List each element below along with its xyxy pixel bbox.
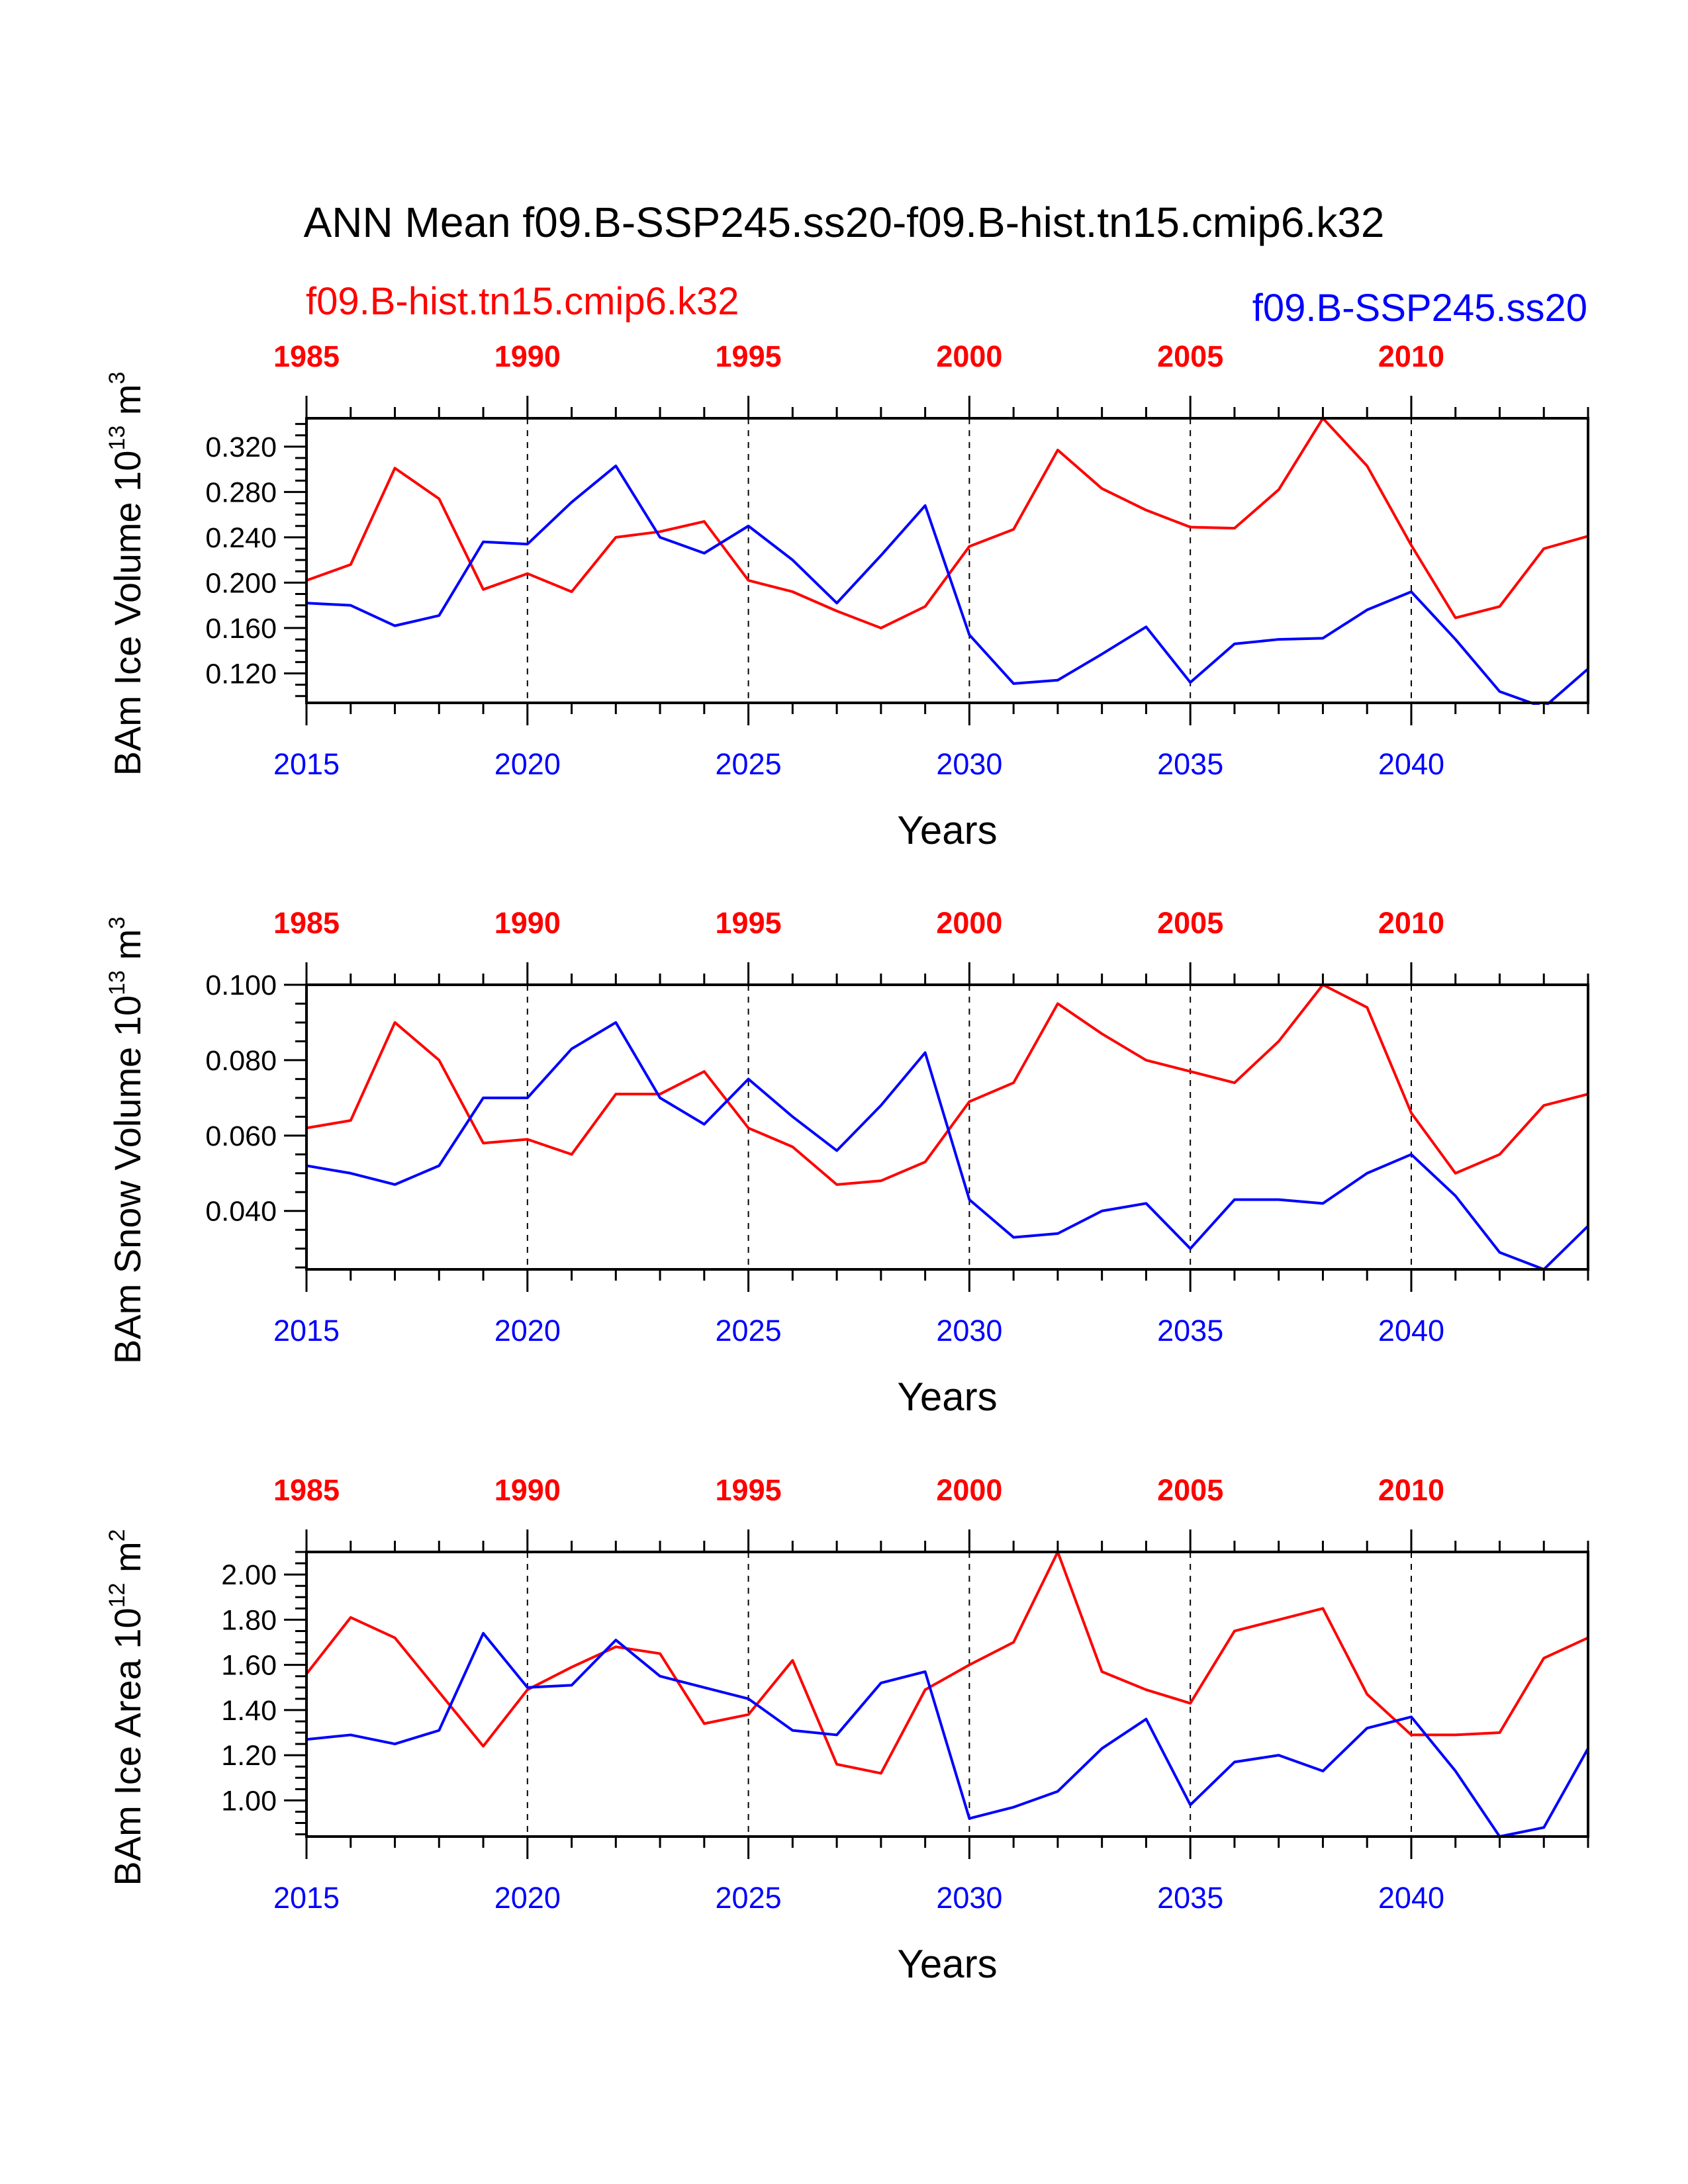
y-tick-label: 0.160 bbox=[205, 613, 277, 645]
x-tick-label-top: 1985 bbox=[273, 1473, 340, 1507]
x-tick-label-top: 1995 bbox=[716, 1473, 782, 1507]
y-tick-label: 1.20 bbox=[221, 1740, 277, 1772]
x-tick-label-top: 1990 bbox=[494, 340, 561, 373]
y-tick-label: 0.100 bbox=[205, 970, 277, 1001]
x-tick-label-top: 2000 bbox=[936, 906, 1002, 940]
plot-frame bbox=[305, 417, 1589, 704]
plot-frame bbox=[305, 983, 1589, 1271]
y-tick-label: 0.060 bbox=[205, 1120, 277, 1152]
x-tick-label-top: 1985 bbox=[273, 906, 340, 940]
x-tick-label-top: 1995 bbox=[716, 906, 782, 940]
x-tick-label-bottom: 2035 bbox=[1157, 1314, 1223, 1347]
x-tick-label-bottom: 2025 bbox=[716, 747, 782, 781]
x-tick-label-top: 2000 bbox=[936, 1473, 1002, 1507]
x-tick-label-bottom: 2030 bbox=[936, 747, 1002, 781]
x-tick-label-bottom: 2020 bbox=[494, 747, 561, 781]
x-tick-label-bottom: 2035 bbox=[1157, 747, 1223, 781]
x-tick-label-bottom: 2040 bbox=[1378, 747, 1444, 781]
y-axis-label: BAm Snow Volume 1013 m3 bbox=[105, 917, 148, 1364]
x-tick-label-bottom: 2030 bbox=[936, 1314, 1002, 1347]
x-tick-label-bottom: 2015 bbox=[273, 747, 340, 781]
series-line-hist bbox=[306, 983, 1588, 1186]
x-axis-label: Years bbox=[897, 1942, 997, 1986]
series-line-ssp bbox=[306, 1631, 1588, 1838]
x-tick-label-top: 2010 bbox=[1378, 906, 1444, 940]
series-line-ssp bbox=[306, 464, 1588, 705]
chart-title: ANN Mean f09.B-SSP245.ss20-f09.B-hist.tn… bbox=[304, 199, 1385, 246]
panel-2: 0.040 0.060 0.080 0.100 2015 2020 2025 2030 2035… bbox=[105, 906, 1589, 1419]
y-tick-label: 0.040 bbox=[205, 1196, 277, 1228]
series-line-ssp bbox=[306, 1021, 1588, 1271]
y-axis-label: BAm Ice Area 1012 m2 bbox=[105, 1529, 148, 1886]
x-tick-label-bottom: 2025 bbox=[716, 1881, 782, 1915]
y-tick-label: 1.80 bbox=[221, 1604, 277, 1636]
y-tick-label: 0.280 bbox=[205, 477, 277, 508]
x-tick-label-top: 1990 bbox=[494, 1473, 561, 1507]
x-tick-label-top: 2010 bbox=[1378, 1473, 1444, 1507]
y-tick-label: 1.40 bbox=[221, 1695, 277, 1727]
y-axis-label: BAm Ice Volume 1013 m3 bbox=[105, 372, 148, 776]
y-tick-label: 0.120 bbox=[205, 658, 277, 690]
x-tick-label-top: 2010 bbox=[1378, 340, 1444, 373]
x-axis-label: Years bbox=[897, 808, 997, 852]
panel-3: 1.00 1.20 1.40 1.60 1.80 2.00 2015 2020 2025 2030… bbox=[105, 1473, 1589, 1986]
x-tick-label-top: 1985 bbox=[273, 340, 340, 373]
x-tick-label-top: 2005 bbox=[1157, 906, 1223, 940]
y-tick-label: 0.080 bbox=[205, 1045, 277, 1077]
x-tick-label-bottom: 2020 bbox=[494, 1881, 561, 1915]
panels-group: 0.120 0.160 0.200 0.240 0.280 0.320 2015 2020 20… bbox=[105, 340, 1589, 1986]
panel-1: 0.120 0.160 0.200 0.240 0.280 0.320 2015 2020 20… bbox=[105, 340, 1589, 852]
x-tick-label-top: 1990 bbox=[494, 906, 561, 940]
x-tick-label-bottom: 2020 bbox=[494, 1314, 561, 1347]
x-tick-label-top: 1995 bbox=[716, 340, 782, 373]
series-line-hist bbox=[306, 417, 1588, 629]
x-tick-label-bottom: 2015 bbox=[273, 1314, 340, 1347]
x-tick-label-bottom: 2035 bbox=[1157, 1881, 1223, 1915]
y-tick-label: 1.00 bbox=[221, 1785, 277, 1817]
legend-hist-label: f09.B-hist.tn15.cmip6.k32 bbox=[306, 280, 739, 323]
y-tick-label: 2.00 bbox=[221, 1559, 277, 1591]
x-tick-label-bottom: 2025 bbox=[716, 1314, 782, 1347]
x-tick-label-bottom: 2030 bbox=[936, 1881, 1002, 1915]
y-tick-label: 0.320 bbox=[205, 432, 277, 463]
x-tick-label-bottom: 2040 bbox=[1378, 1314, 1444, 1347]
plot-frame bbox=[305, 1551, 1589, 1838]
y-tick-label: 1.60 bbox=[221, 1650, 277, 1682]
x-tick-label-top: 2005 bbox=[1157, 340, 1223, 373]
x-axis-label: Years bbox=[897, 1375, 997, 1419]
y-tick-label: 0.200 bbox=[205, 567, 277, 599]
x-tick-label-bottom: 2040 bbox=[1378, 1881, 1444, 1915]
legend-ssp-label: f09.B-SSP245.ss20 bbox=[1252, 287, 1587, 330]
y-tick-label: 0.240 bbox=[205, 522, 277, 554]
x-tick-label-bottom: 2015 bbox=[273, 1881, 340, 1915]
x-tick-label-top: 2005 bbox=[1157, 1473, 1223, 1507]
series-line-hist bbox=[306, 1551, 1588, 1775]
x-tick-label-top: 2000 bbox=[936, 340, 1002, 373]
